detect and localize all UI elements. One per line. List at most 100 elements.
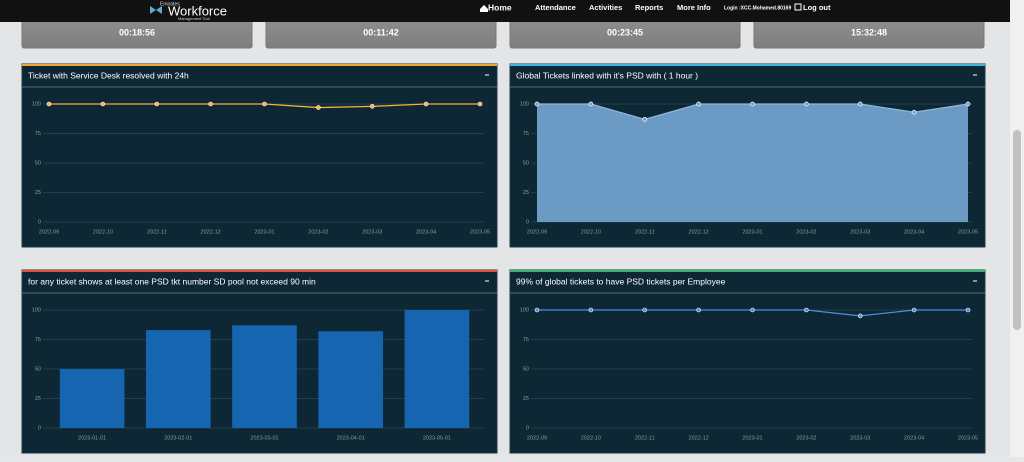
point xyxy=(750,101,755,107)
y-tick-label: 50 xyxy=(523,160,529,166)
point xyxy=(316,105,321,110)
logo-sub: Management Tool xyxy=(178,16,210,21)
x-tick-label: 2023-04 xyxy=(904,435,924,441)
point xyxy=(857,101,863,107)
y-tick-label: 75 xyxy=(523,337,529,343)
y-tick-label: 25 xyxy=(35,396,41,402)
kpi-value: 00:18:56 xyxy=(119,27,155,37)
nav-item[interactable]: Attendance xyxy=(535,3,576,12)
kpi-value: 00:23:45 xyxy=(607,27,643,37)
y-tick-label: 100 xyxy=(520,307,529,313)
home-icon xyxy=(480,5,488,12)
x-tick-label: 2023-02 xyxy=(796,229,816,235)
logout[interactable]: Log out xyxy=(803,3,831,12)
bar xyxy=(145,330,211,428)
x-tick-label: 2023-02 xyxy=(796,435,816,441)
kpi-value: 00:11:42 xyxy=(363,27,399,37)
y-tick-label: 100 xyxy=(520,101,529,107)
y-tick-label: 25 xyxy=(35,190,41,196)
y-tick-label: 75 xyxy=(35,337,41,343)
area xyxy=(537,104,968,222)
point xyxy=(588,307,594,313)
point xyxy=(804,101,809,107)
x-tick-label: 2023-05 xyxy=(958,229,978,235)
y-tick-label: 25 xyxy=(523,396,529,402)
bar xyxy=(59,369,125,428)
x-tick-label: 2023-04-01 xyxy=(337,435,365,441)
x-tick-label: 2022-12 xyxy=(689,229,709,235)
point xyxy=(696,101,701,107)
panel: Global Tickets linked with it's PSD with… xyxy=(509,63,986,248)
panel-title: for any ticket shows at least one PSD tk… xyxy=(28,276,316,286)
point xyxy=(100,101,106,107)
y-tick-label: 50 xyxy=(523,366,529,372)
point xyxy=(208,101,213,107)
y-tick-label: 0 xyxy=(526,425,529,431)
panel: 99% of global tickets to have PSD ticket… xyxy=(509,269,986,454)
x-tick-label: 2022-11 xyxy=(635,229,655,235)
kpi-value: 15:32:48 xyxy=(851,27,887,37)
bar xyxy=(318,331,384,428)
point xyxy=(534,307,540,313)
point xyxy=(588,101,594,107)
panel-title: 99% of global tickets to have PSD ticket… xyxy=(516,276,726,286)
x-tick-label: 2022-09 xyxy=(39,229,59,235)
point xyxy=(804,307,809,313)
x-tick-label: 2023-05 xyxy=(958,435,978,441)
panel-title: Global Tickets linked with it's PSD with… xyxy=(516,70,698,80)
x-tick-label: 2023-02-01 xyxy=(164,435,192,441)
y-tick-label: 100 xyxy=(32,307,41,313)
panel-body xyxy=(21,63,498,248)
point xyxy=(477,101,483,107)
x-tick-label: 2023-03 xyxy=(362,229,382,235)
point xyxy=(534,101,540,107)
scroll-thumb[interactable] xyxy=(1013,130,1021,330)
nav-item[interactable]: Reports xyxy=(635,3,663,12)
x-tick-label: 2023-02 xyxy=(308,229,328,235)
bar xyxy=(404,310,470,428)
x-tick-label: 2023-05 xyxy=(470,229,490,235)
panel: for any ticket shows at least one PSD tk… xyxy=(21,269,498,454)
x-tick-label: 2023-05-01 xyxy=(423,435,451,441)
point xyxy=(965,101,971,107)
panel-accent xyxy=(22,64,497,66)
panel: Ticket with Service Desk resolved with 2… xyxy=(21,63,498,248)
navbar xyxy=(0,0,1010,22)
point xyxy=(911,307,917,313)
point xyxy=(154,101,160,107)
panel-accent xyxy=(510,64,985,66)
login: Login :XCC.Mohamed.80169 xyxy=(724,5,791,11)
y-tick-label: 75 xyxy=(523,131,529,137)
x-tick-label: 2023-01 xyxy=(254,229,274,235)
x-tick-label: 2023-04 xyxy=(904,229,924,235)
y-tick-label: 0 xyxy=(38,425,41,431)
x-tick-label: 2022-12 xyxy=(201,229,221,235)
logo[interactable]: Workforce xyxy=(168,3,227,18)
x-tick-label: 2023-03-01 xyxy=(250,435,278,441)
nav-item[interactable]: Home xyxy=(488,2,512,12)
nav-item[interactable]: More Info xyxy=(677,3,711,12)
point xyxy=(642,307,648,313)
y-tick-label: 50 xyxy=(35,160,41,166)
nav-item[interactable]: Activities xyxy=(589,3,622,12)
x-tick-label: 2023-01 xyxy=(742,229,762,235)
point xyxy=(642,116,648,122)
panel-accent xyxy=(22,270,497,272)
y-tick-label: 100 xyxy=(32,101,41,107)
x-tick-label: 2022-12 xyxy=(689,435,709,441)
x-tick-label: 2023-03 xyxy=(850,435,870,441)
point xyxy=(911,109,917,115)
logout-icon xyxy=(794,3,802,11)
x-tick-label: 2022-10 xyxy=(93,229,113,235)
y-tick-label: 0 xyxy=(38,219,41,225)
y-tick-label: 25 xyxy=(523,190,529,196)
x-tick-label: 2023-01-01 xyxy=(78,435,106,441)
x-tick-label: 2022-10 xyxy=(581,229,601,235)
x-tick-label: 2022-11 xyxy=(635,435,655,441)
x-tick-label: 2023-04 xyxy=(416,229,436,235)
point xyxy=(965,307,971,313)
bar xyxy=(232,325,297,428)
point xyxy=(262,101,267,107)
panel-body xyxy=(509,269,986,454)
